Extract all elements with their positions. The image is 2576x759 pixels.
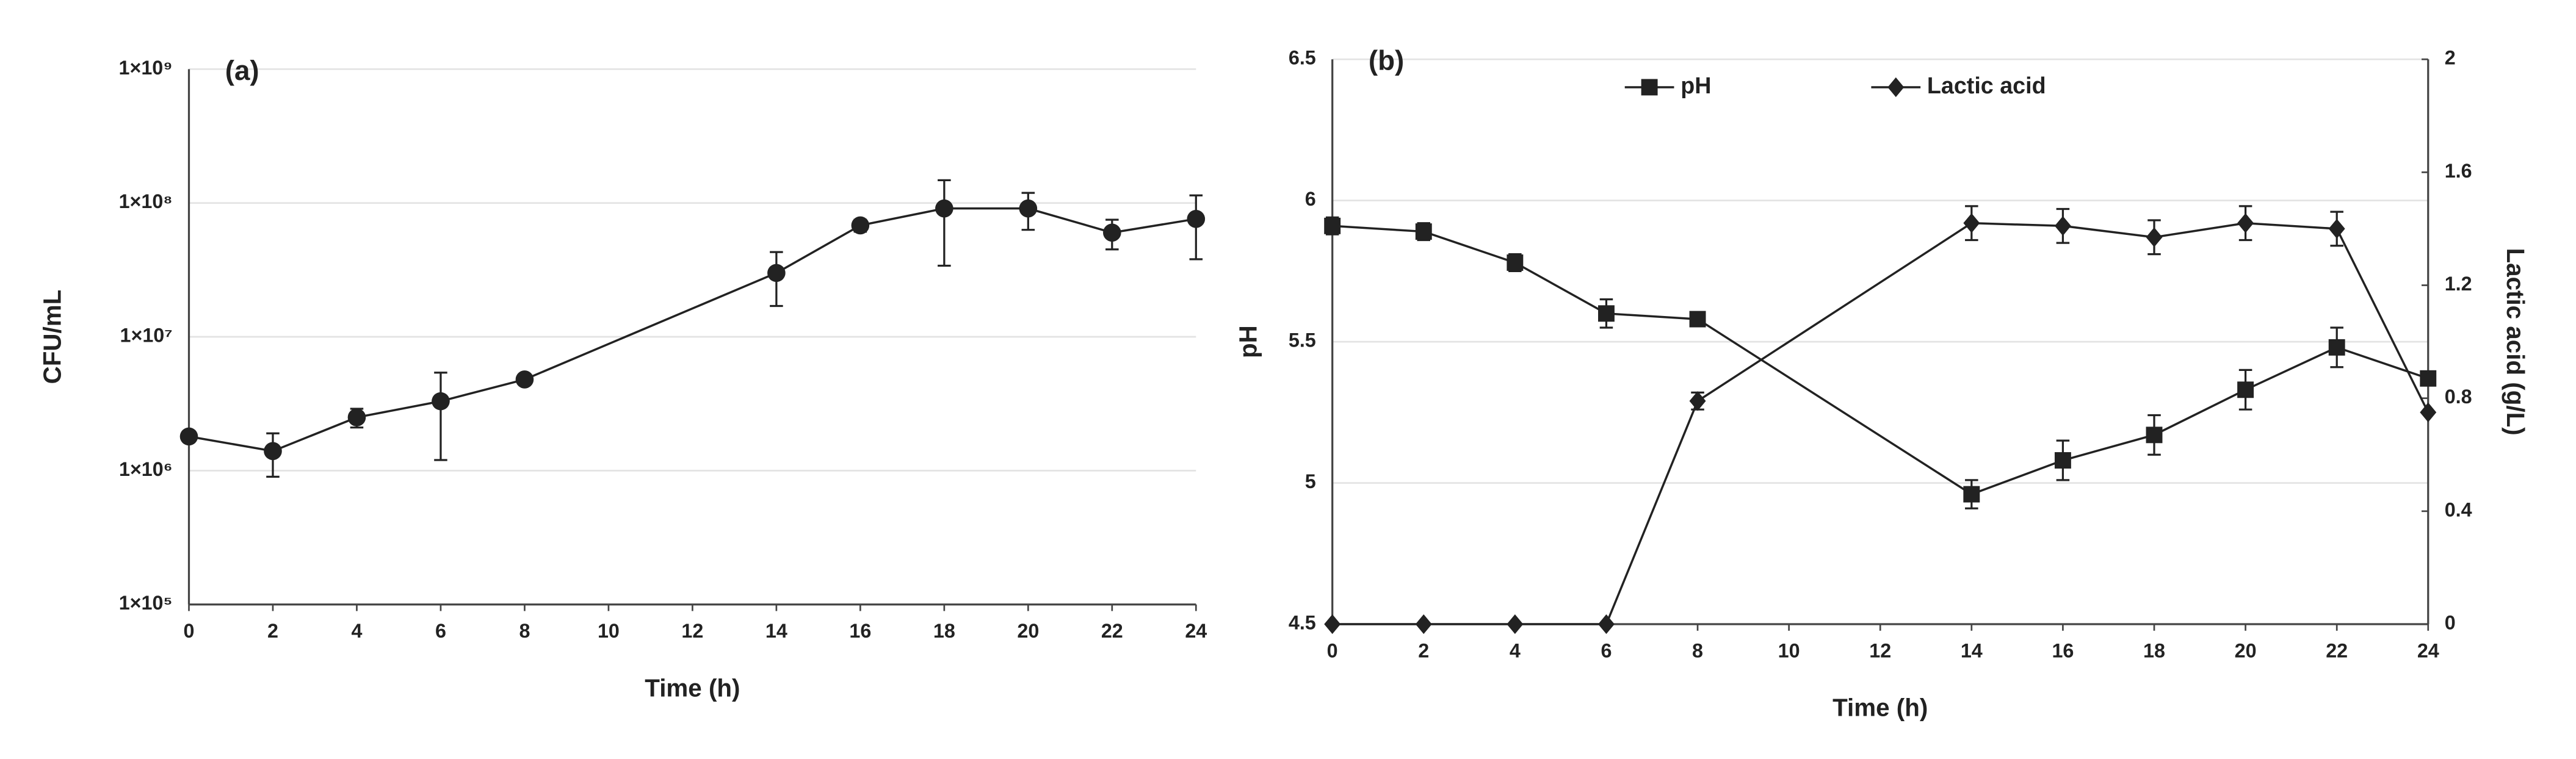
x-tick-label: 14 bbox=[765, 620, 787, 642]
marker-square bbox=[1963, 486, 1980, 503]
error-bar bbox=[434, 372, 447, 461]
marker-circle bbox=[432, 392, 450, 411]
legend-label: pH bbox=[1681, 73, 1711, 98]
y2-axis-title: Lactic acid (g/L) bbox=[2502, 248, 2530, 435]
legend-marker bbox=[1641, 79, 1658, 96]
y-tick-label: 1×10⁷ bbox=[120, 325, 173, 347]
x-tick-label: 2 bbox=[1418, 639, 1429, 661]
y2-tick-label: 2 bbox=[2445, 47, 2456, 69]
marker-diamond bbox=[1507, 614, 1524, 635]
data-line bbox=[189, 207, 1196, 453]
marker-diamond bbox=[1324, 614, 1341, 635]
marker-circle bbox=[515, 370, 534, 389]
y-tick-label: 1×10⁵ bbox=[119, 592, 173, 614]
y-axis-title: CFU/mL bbox=[38, 290, 66, 384]
y-tick-label: 1×10⁶ bbox=[119, 458, 173, 480]
marker-square bbox=[1597, 305, 1615, 322]
x-tick-label: 10 bbox=[598, 620, 620, 642]
legend-marker bbox=[1887, 77, 1905, 98]
panel-label: (b) bbox=[1369, 45, 1404, 76]
marker-diamond bbox=[2420, 402, 2437, 422]
marker-circle bbox=[179, 427, 198, 446]
x-tick-label: 8 bbox=[519, 620, 530, 642]
x-tick-label: 24 bbox=[2417, 639, 2439, 661]
x-tick-label: 0 bbox=[184, 620, 195, 642]
marker-circle bbox=[1103, 223, 1121, 242]
x-tick-label: 24 bbox=[1185, 620, 1207, 642]
x-tick-label: 20 bbox=[2235, 639, 2257, 661]
x-tick-label: 2 bbox=[267, 620, 278, 642]
x-tick-label: 0 bbox=[1327, 639, 1338, 661]
y2-tick-label: 0.4 bbox=[2445, 498, 2472, 520]
y-tick-label: 5 bbox=[1305, 470, 1316, 492]
x-tick-label: 12 bbox=[1869, 639, 1891, 661]
x-tick-label: 6 bbox=[1601, 639, 1612, 661]
x-tick-label: 22 bbox=[2326, 639, 2348, 661]
marker-diamond bbox=[2328, 218, 2345, 239]
x-tick-label: 18 bbox=[2143, 639, 2165, 661]
x-tick-label: 18 bbox=[933, 620, 955, 642]
y-tick-label: 1×10⁹ bbox=[119, 57, 173, 79]
data-line bbox=[1332, 221, 2429, 625]
x-axis-title: Time (h) bbox=[645, 674, 740, 702]
y2-tick-label: 1.2 bbox=[2445, 273, 2472, 295]
marker-diamond bbox=[1963, 213, 1980, 233]
legend-label: Lactic acid bbox=[1927, 73, 2046, 98]
marker-square bbox=[2237, 381, 2254, 398]
marker-square bbox=[1507, 254, 1524, 271]
x-tick-label: 10 bbox=[1778, 639, 1800, 661]
marker-square bbox=[1415, 223, 1432, 240]
y2-tick-label: 0.8 bbox=[2445, 386, 2472, 408]
marker-diamond bbox=[2237, 213, 2254, 233]
marker-square bbox=[2420, 370, 2437, 387]
marker-circle bbox=[264, 442, 282, 461]
data-line bbox=[1332, 225, 2429, 496]
marker-circle bbox=[1019, 199, 1038, 218]
x-tick-label: 14 bbox=[1961, 639, 1983, 661]
y-tick-label: 5.5 bbox=[1289, 329, 1316, 351]
marker-diamond bbox=[2146, 227, 2163, 247]
marker-circle bbox=[1187, 210, 1206, 228]
marker-diamond bbox=[1689, 391, 1706, 411]
marker-circle bbox=[767, 264, 786, 282]
marker-square bbox=[1324, 217, 1341, 234]
x-tick-label: 4 bbox=[351, 620, 362, 642]
panel-label: (a) bbox=[225, 55, 259, 86]
x-tick-label: 8 bbox=[1692, 639, 1703, 661]
marker-circle bbox=[347, 408, 366, 426]
x-tick-label: 20 bbox=[1017, 620, 1039, 642]
x-tick-label: 4 bbox=[1510, 639, 1521, 661]
y2-tick-label: 0 bbox=[2445, 612, 2456, 634]
y-tick-label: 4.5 bbox=[1289, 612, 1316, 634]
marker-square bbox=[2146, 426, 2163, 444]
x-tick-label: 16 bbox=[849, 620, 871, 642]
marker-circle bbox=[851, 216, 870, 235]
marker-diamond bbox=[2054, 216, 2071, 236]
marker-circle bbox=[935, 199, 953, 218]
error-bar bbox=[938, 179, 951, 267]
y2-tick-label: 1.6 bbox=[2445, 160, 2472, 182]
x-tick-label: 12 bbox=[681, 620, 703, 642]
x-tick-label: 22 bbox=[1101, 620, 1123, 642]
x-tick-label: 6 bbox=[435, 620, 446, 642]
marker-square bbox=[2054, 452, 2071, 469]
marker-square bbox=[1689, 311, 1706, 328]
marker-diamond bbox=[1597, 614, 1615, 635]
y-axis-title: pH bbox=[1234, 325, 1262, 358]
x-tick-label: 16 bbox=[2052, 639, 2074, 661]
marker-diamond bbox=[1415, 614, 1432, 635]
y-tick-label: 1×10⁸ bbox=[119, 190, 173, 212]
marker-square bbox=[2328, 339, 2345, 356]
x-axis-title: Time (h) bbox=[1833, 694, 1928, 722]
y-tick-label: 6.5 bbox=[1289, 47, 1316, 69]
y-tick-label: 6 bbox=[1305, 188, 1316, 210]
